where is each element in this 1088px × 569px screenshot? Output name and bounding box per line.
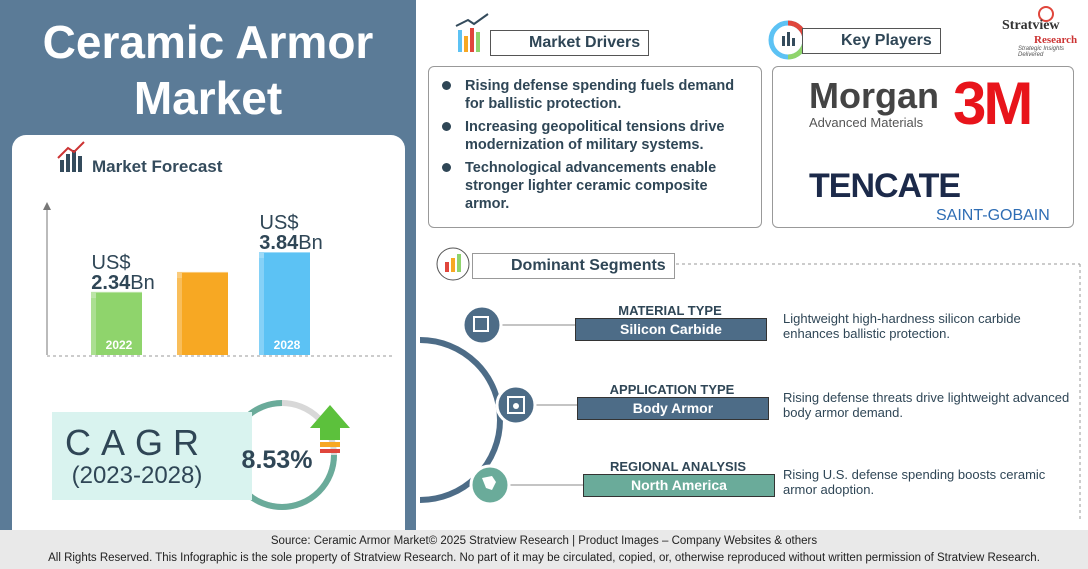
value-number: 2.34: [91, 272, 131, 294]
brand-name: Stratview: [1002, 18, 1060, 33]
bar-top: [91, 291, 142, 298]
brand-sub: Research: [1034, 34, 1078, 46]
brand-tagline: Strategic Insights Delivered: [1018, 46, 1065, 58]
players-heading: Key Players: [802, 28, 941, 54]
cagr-period: (2023-2028): [71, 462, 203, 489]
drivers-list: Rising defense spending fuels demand for…: [429, 67, 761, 213]
bar: [96, 292, 142, 355]
forecast-heading: Market Forecast: [92, 157, 223, 176]
players-icon: [768, 20, 808, 60]
axis-arrow: [43, 202, 51, 210]
driver-item: Technological advancements enable strong…: [442, 159, 751, 213]
cagr-box: [52, 412, 252, 500]
cagr-value: 8.53%: [241, 446, 313, 474]
bar-side: [177, 277, 182, 355]
segment-icons: [461, 304, 537, 506]
footer-source: Source: Ceramic Armor Market© 2025 Strat…: [270, 535, 818, 547]
value-number: 3.84: [259, 232, 299, 254]
player-logo: TENCATE: [809, 167, 961, 205]
player-logo: 3M: [953, 70, 1033, 137]
driver-item: Increasing geopolitical tensions drive m…: [442, 118, 751, 154]
driver-item: Rising defense spending fuels demand for…: [442, 77, 751, 113]
segment-value: Body Armor: [577, 397, 769, 420]
value-label: 3.84Bn: [259, 232, 322, 254]
segment-type: MATERIAL TYPE: [618, 303, 722, 318]
value-suffix: Bn: [130, 272, 154, 294]
forecast-icon: [57, 141, 85, 172]
player-logo: SAINT-GOBAIN: [936, 207, 1050, 224]
bar: [264, 253, 310, 355]
value-label: 2.34Bn: [91, 272, 154, 294]
bar-top: [259, 252, 310, 258]
bar-side: [259, 258, 264, 355]
segments-heading: Dominant Segments: [472, 253, 675, 279]
connectors: [500, 324, 583, 486]
up-arrow: [310, 405, 350, 453]
x-tick-label: 2028: [274, 338, 301, 352]
bar-side: [91, 297, 96, 355]
segment-type: APPLICATION TYPE: [609, 382, 735, 397]
drivers-box: Rising defense spending fuels demand for…: [428, 66, 762, 228]
footer: Source: Ceramic Armor Market© 2025 Strat…: [0, 530, 1088, 569]
segment-type: REGIONAL ANALYSIS: [609, 459, 747, 474]
segment-text: Lightweight high-hardness silicon carbid…: [783, 311, 1021, 341]
players-box: Morgan Advanced Materials 3M TENCATE SAI…: [772, 66, 1074, 228]
brand-logo-mark: [1038, 6, 1054, 22]
segment-text: Rising defense threats drive lightweight…: [783, 390, 1070, 420]
segment-value: North America: [583, 474, 775, 497]
x-tick-label: 2022: [106, 338, 133, 352]
player-logo: Morgan: [809, 75, 939, 116]
title: Ceramic Armor Market: [42, 16, 374, 124]
decorations: [43, 6, 1081, 520]
drivers-icon: [455, 13, 489, 52]
value-prefix: US$: [260, 212, 299, 234]
drivers-heading: Market Drivers: [490, 30, 650, 56]
value-suffix: Bn: [298, 232, 322, 254]
cagr-label: CAGR: [64, 422, 209, 463]
player-sub: Advanced Materials: [809, 115, 924, 130]
segments-icon: [436, 247, 470, 281]
bar-top: [177, 271, 228, 278]
segment-value: Silicon Carbide: [575, 318, 767, 341]
value-prefix: US$: [92, 252, 131, 274]
footer-rights: All Rights Reserved. This Infographic is…: [48, 552, 1040, 564]
bar: [182, 272, 228, 355]
segment-text: Rising U.S. defense spending boosts cera…: [783, 467, 1046, 497]
segment-arc: [419, 337, 503, 503]
